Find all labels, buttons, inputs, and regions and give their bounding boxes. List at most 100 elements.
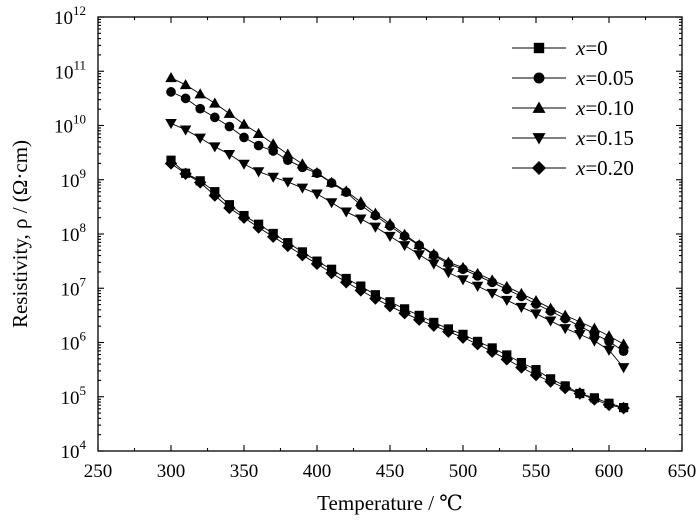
data-point (558, 381, 572, 395)
data-point (369, 207, 382, 218)
data-point (398, 241, 411, 252)
data-point (253, 140, 264, 151)
data-point (224, 121, 235, 132)
x-axis-title: Temperature / ℃ (317, 491, 463, 515)
data-point (252, 127, 265, 138)
data-point (223, 107, 236, 118)
data-point (515, 287, 528, 298)
data-point (544, 302, 557, 313)
data-point (179, 79, 192, 90)
data-point (398, 228, 411, 239)
data-point (442, 256, 455, 267)
legend-marker (531, 160, 547, 176)
y-axis: 104 105 106 107 108 109 1010 1011 1012 (54, 3, 682, 463)
y-tick-label: 104 (61, 437, 87, 463)
data-point (195, 103, 206, 114)
legend-label: x=0.10 (575, 96, 634, 120)
series-line (170, 163, 624, 409)
data-point (296, 183, 309, 194)
data-point (573, 387, 587, 400)
data-point (544, 375, 557, 388)
data-point (501, 295, 513, 306)
data-point (530, 294, 542, 306)
data-point (428, 248, 440, 259)
legend-marker (533, 72, 545, 84)
data-point (588, 393, 601, 406)
data-point (267, 172, 279, 183)
legend-marker (533, 42, 545, 54)
y-tick-label: 109 (61, 166, 87, 192)
data-point (413, 250, 425, 261)
data-point (383, 299, 397, 313)
data-point (194, 133, 206, 144)
data-point (602, 398, 616, 412)
data-point (398, 306, 411, 320)
data-point (529, 368, 543, 382)
data-point (515, 361, 528, 374)
data-point (355, 196, 367, 207)
data-point (281, 239, 295, 253)
data-point (239, 132, 249, 143)
data-point (209, 112, 220, 123)
data-point (355, 214, 367, 225)
series-0 (166, 155, 629, 413)
data-point (559, 309, 571, 320)
x-tick-label: 250 (84, 461, 113, 482)
data-point (310, 257, 324, 271)
data-point (252, 167, 265, 178)
data-point (266, 230, 280, 243)
data-point (165, 72, 177, 83)
y-tick-label: 106 (61, 329, 87, 355)
data-point (603, 330, 615, 341)
data-point (574, 316, 586, 327)
series-1 (166, 87, 629, 357)
data-point (413, 239, 425, 250)
data-series (164, 72, 630, 415)
data-point (194, 88, 206, 99)
data-point (412, 313, 426, 326)
data-point (384, 217, 396, 229)
data-point (223, 149, 236, 161)
data-point (209, 97, 221, 108)
legend-label: x=0.05 (575, 66, 634, 90)
data-point (237, 211, 251, 224)
data-point (340, 185, 352, 196)
data-point (311, 189, 323, 200)
data-point (456, 331, 470, 344)
data-point (193, 176, 207, 189)
data-point (618, 346, 629, 357)
data-point (530, 309, 542, 320)
y-tick-label: 107 (61, 274, 87, 300)
x-tick-label: 400 (303, 461, 332, 482)
data-point (428, 259, 440, 270)
data-point (325, 198, 338, 209)
data-point (223, 201, 236, 215)
x-tick-label: 600 (595, 461, 624, 482)
data-point (457, 275, 469, 286)
data-point (486, 274, 498, 285)
series-4 (164, 157, 630, 415)
data-point (208, 189, 222, 202)
data-point (325, 176, 338, 187)
data-point (617, 338, 630, 349)
x-tick-label: 500 (449, 461, 478, 482)
data-point (485, 345, 499, 358)
legend-label: x=0 (575, 36, 608, 60)
legend-label: x=0.15 (575, 126, 634, 150)
data-point (238, 118, 250, 129)
y-tick-label: 1012 (54, 3, 86, 29)
data-point (369, 292, 382, 305)
series-2 (165, 72, 630, 349)
series-line (170, 77, 624, 345)
x-tick-label: 550 (522, 461, 551, 482)
data-point (325, 266, 338, 280)
x-axis: 250 300 350 400 450 500 550 600 650 (84, 17, 696, 482)
data-point (559, 324, 571, 335)
x-tick-label: 300 (157, 461, 186, 482)
data-point (166, 87, 176, 97)
data-point (427, 319, 441, 332)
data-point (282, 148, 294, 159)
data-point (238, 159, 250, 170)
data-point (574, 330, 586, 341)
